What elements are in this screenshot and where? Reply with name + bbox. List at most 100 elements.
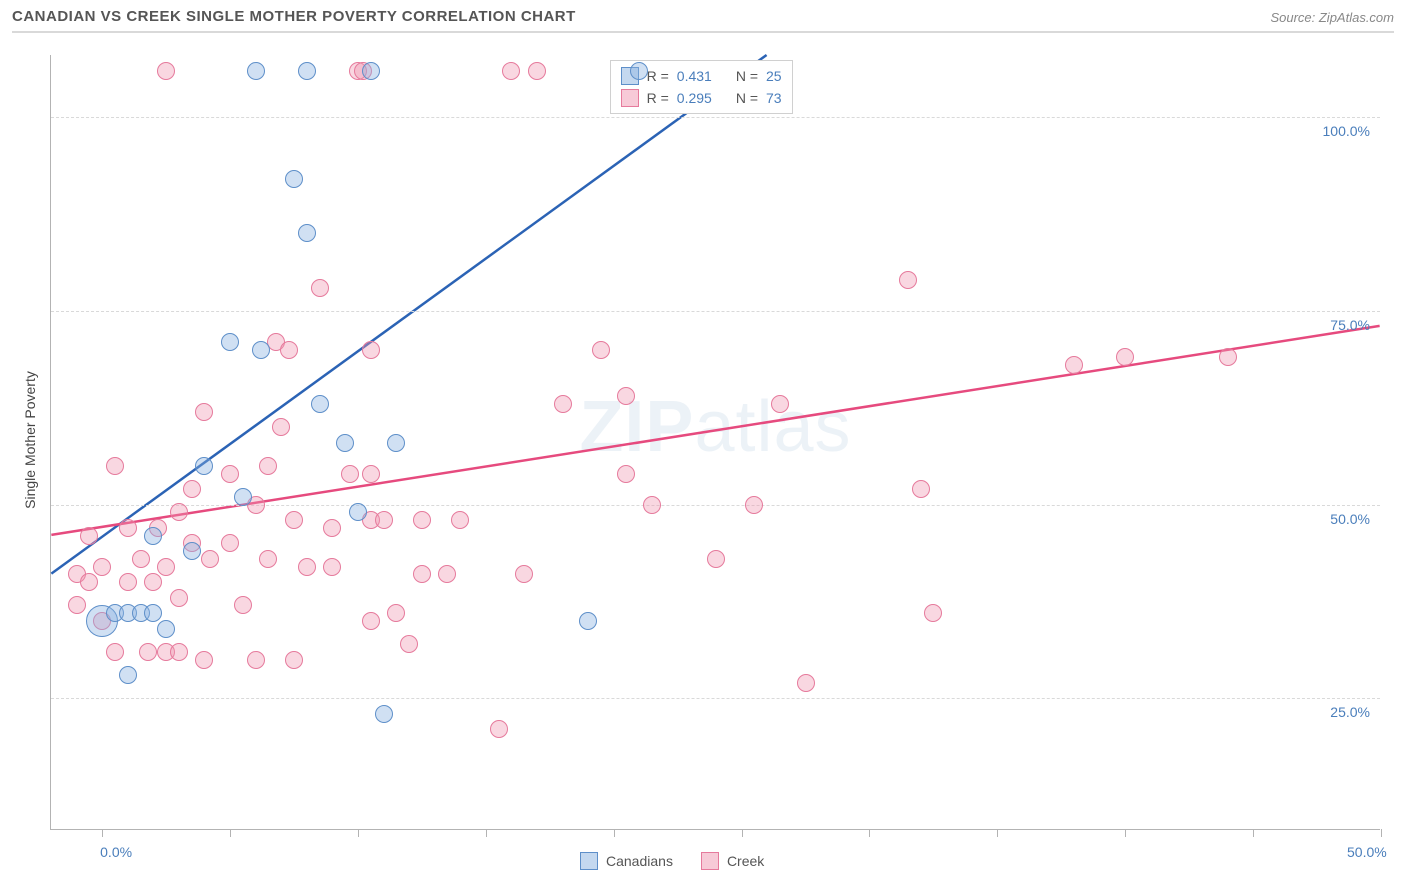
scatter-point <box>362 465 380 483</box>
scatter-point <box>400 635 418 653</box>
scatter-point <box>1116 348 1134 366</box>
scatter-point <box>234 596 252 614</box>
scatter-point <box>362 341 380 359</box>
scatter-point <box>272 418 290 436</box>
scatter-point <box>170 503 188 521</box>
scatter-point <box>1219 348 1237 366</box>
scatter-point <box>323 519 341 537</box>
stats-R-value: 0.295 <box>677 90 712 106</box>
scatter-point <box>157 558 175 576</box>
scatter-point <box>311 279 329 297</box>
scatter-point <box>183 480 201 498</box>
plot-frame: ZIPatlas R =0.431N =25R =0.295N =73 25.0… <box>50 55 1380 830</box>
legend-swatch <box>701 852 719 870</box>
scatter-point <box>490 720 508 738</box>
scatter-point <box>80 573 98 591</box>
scatter-point <box>285 170 303 188</box>
scatter-point <box>221 333 239 351</box>
scatter-point <box>554 395 572 413</box>
scatter-point <box>298 62 316 80</box>
x-tick-label: 50.0% <box>1347 844 1387 860</box>
scatter-point <box>247 62 265 80</box>
scatter-point <box>119 573 137 591</box>
legend-label: Creek <box>727 853 764 869</box>
scatter-point <box>106 457 124 475</box>
scatter-point <box>68 596 86 614</box>
scatter-point <box>157 620 175 638</box>
scatter-point <box>285 511 303 529</box>
grid-line <box>51 698 1380 699</box>
scatter-point <box>413 565 431 583</box>
y-tick-label: 50.0% <box>1330 511 1370 527</box>
scatter-point <box>221 465 239 483</box>
scatter-point <box>93 558 111 576</box>
stats-N-value: 25 <box>766 68 782 84</box>
scatter-point <box>144 527 162 545</box>
legend-swatch <box>580 852 598 870</box>
y-axis-label: Single Mother Poverty <box>22 371 38 509</box>
trendline <box>51 55 766 574</box>
scatter-point <box>630 62 648 80</box>
scatter-point <box>349 503 367 521</box>
x-tick <box>102 829 103 837</box>
trendlines-svg <box>51 55 1380 829</box>
scatter-point <box>797 674 815 692</box>
scatter-point <box>170 589 188 607</box>
scatter-point <box>259 457 277 475</box>
scatter-point <box>323 558 341 576</box>
scatter-point <box>183 542 201 560</box>
x-tick <box>1253 829 1254 837</box>
x-tick <box>1125 829 1126 837</box>
scatter-point <box>195 457 213 475</box>
scatter-point <box>413 511 431 529</box>
x-tick <box>997 829 998 837</box>
scatter-point <box>80 527 98 545</box>
scatter-point <box>298 558 316 576</box>
scatter-point <box>502 62 520 80</box>
scatter-point <box>195 403 213 421</box>
scatter-point <box>528 62 546 80</box>
stats-R-label: R = <box>647 68 669 84</box>
scatter-point <box>375 705 393 723</box>
scatter-point <box>195 651 213 669</box>
scatter-point <box>451 511 469 529</box>
scatter-point <box>157 62 175 80</box>
scatter-point <box>387 434 405 452</box>
grid-line <box>51 311 1380 312</box>
scatter-point <box>1065 356 1083 374</box>
scatter-point <box>247 651 265 669</box>
grid-line <box>51 117 1380 118</box>
legend-item: Canadians <box>580 852 673 870</box>
scatter-point <box>643 496 661 514</box>
scatter-point <box>119 519 137 537</box>
scatter-point <box>592 341 610 359</box>
scatter-point <box>221 534 239 552</box>
scatter-point <box>617 387 635 405</box>
chart-container: CANADIAN VS CREEK SINGLE MOTHER POVERTY … <box>0 0 1406 892</box>
stats-N-value: 73 <box>766 90 782 106</box>
x-tick <box>614 829 615 837</box>
scatter-point <box>362 62 380 80</box>
x-tick <box>742 829 743 837</box>
scatter-point <box>285 651 303 669</box>
scatter-point <box>259 550 277 568</box>
source-label: Source: ZipAtlas.com <box>1270 10 1394 25</box>
scatter-point <box>252 341 270 359</box>
scatter-point <box>707 550 725 568</box>
scatter-point <box>298 224 316 242</box>
x-tick <box>486 829 487 837</box>
stats-N-label: N = <box>736 68 758 84</box>
stats-N-label: N = <box>736 90 758 106</box>
legend-swatch <box>621 89 639 107</box>
x-tick <box>358 829 359 837</box>
scatter-point <box>617 465 635 483</box>
scatter-point <box>771 395 789 413</box>
scatter-point <box>362 612 380 630</box>
y-tick-label: 100.0% <box>1323 123 1370 139</box>
x-tick <box>230 829 231 837</box>
scatter-point <box>144 573 162 591</box>
scatter-point <box>119 666 137 684</box>
stats-R-value: 0.431 <box>677 68 712 84</box>
legend-item: Creek <box>701 852 764 870</box>
scatter-point <box>280 341 298 359</box>
